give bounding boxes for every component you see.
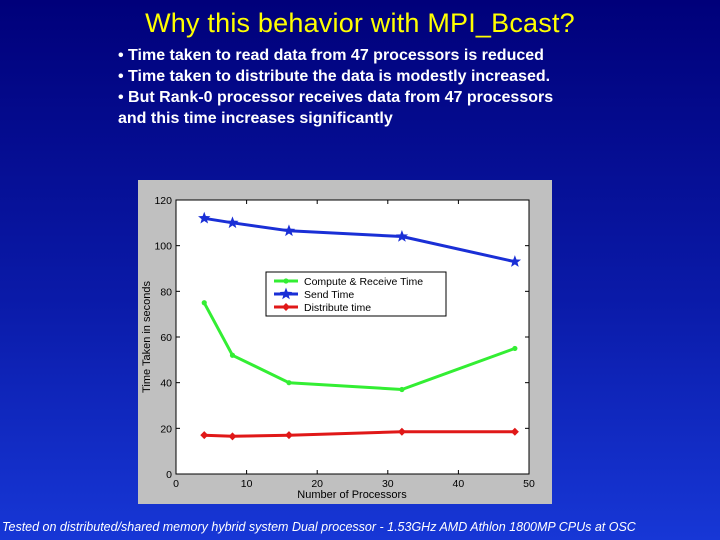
- y-tick-label: 80: [160, 286, 172, 298]
- bullet-item: and this time increases significantly: [118, 110, 393, 127]
- y-axis-label: Time Taken in seconds: [141, 281, 153, 393]
- data-point: [229, 352, 236, 358]
- data-point: [510, 427, 519, 436]
- legend-label: Compute & Receive Time: [304, 276, 423, 288]
- data-point: [228, 432, 237, 441]
- legend-label: Distribute time: [304, 302, 371, 314]
- data-point: [282, 224, 296, 237]
- data-point: [198, 211, 211, 224]
- x-axis-label: Number of Processors: [297, 489, 407, 501]
- footnote: Tested on distributed/shared memory hybr…: [2, 520, 636, 534]
- legend-marker: [282, 303, 290, 311]
- slide-title: Why this behavior with MPI_Bcast?: [145, 8, 575, 38]
- y-tick-label: 100: [154, 241, 172, 253]
- y-tick-label: 40: [160, 378, 172, 390]
- data-point: [226, 216, 239, 229]
- data-point: [201, 300, 207, 306]
- x-tick-label: 30: [382, 478, 394, 490]
- data-point: [512, 345, 518, 352]
- x-tick-label: 20: [311, 478, 323, 490]
- x-tick-label: 40: [453, 478, 465, 490]
- data-point: [399, 386, 405, 393]
- data-point: [508, 255, 522, 267]
- legend-marker: [279, 287, 293, 300]
- y-tick-label: 0: [166, 469, 172, 481]
- data-point: [286, 380, 292, 386]
- bullet-list: • Time taken to read data from 47 proces…: [118, 45, 678, 129]
- x-tick-label: 50: [523, 478, 535, 490]
- legend-marker: [283, 278, 289, 284]
- data-point: [395, 230, 409, 242]
- y-tick-label: 120: [154, 195, 172, 207]
- y-tick-label: 20: [160, 423, 172, 435]
- x-tick-label: 0: [173, 478, 179, 490]
- line-chart: 0 10 20 30 40 50 0 20 40 60 80 100 120 Number of Pro…: [138, 180, 552, 504]
- data-point: [397, 427, 406, 436]
- data-point: [200, 431, 209, 440]
- x-tick-label: 10: [241, 478, 253, 490]
- bullet-item: • But Rank-0 processor receives data fro…: [118, 89, 554, 106]
- y-tick-label: 60: [160, 332, 172, 344]
- legend: Compute & Receive Time Send Time Distrib…: [265, 271, 447, 317]
- plot-area: [175, 199, 530, 475]
- bullet-item: • Time taken to distribute the data is m…: [118, 68, 551, 85]
- data-point: [284, 431, 293, 440]
- legend-label: Send Time: [304, 289, 354, 301]
- bullet-item: • Time taken to read data from 47 proces…: [118, 47, 544, 64]
